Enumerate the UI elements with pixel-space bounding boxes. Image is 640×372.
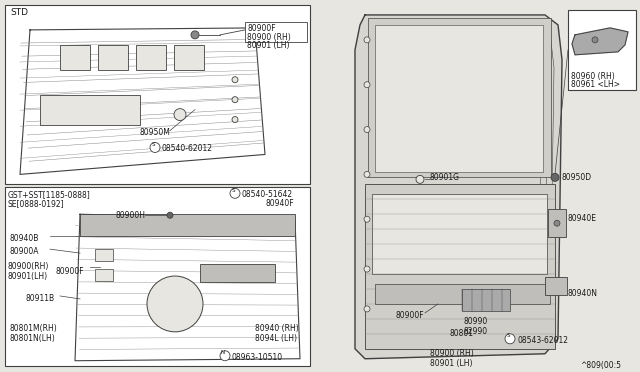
Polygon shape — [355, 15, 562, 359]
Bar — [368, 18, 551, 177]
Bar — [200, 264, 275, 282]
Text: 80961 <LH>: 80961 <LH> — [571, 80, 620, 89]
Text: 08540-62012: 08540-62012 — [162, 144, 213, 154]
Circle shape — [191, 31, 199, 39]
Text: 80900H: 80900H — [115, 211, 145, 220]
Circle shape — [232, 116, 238, 122]
Bar — [80, 214, 295, 236]
Text: 80801: 80801 — [450, 329, 474, 338]
Text: 80950D: 80950D — [561, 173, 591, 182]
Text: 80901(LH): 80901(LH) — [8, 272, 48, 281]
Circle shape — [167, 212, 173, 218]
Text: S: S — [151, 142, 155, 147]
Bar — [98, 45, 128, 70]
Text: 80901 (LH): 80901 (LH) — [430, 359, 472, 368]
Text: 80960 (RH): 80960 (RH) — [571, 72, 615, 81]
Circle shape — [364, 126, 370, 132]
Bar — [174, 45, 204, 70]
Circle shape — [551, 173, 559, 182]
Text: 80900F: 80900F — [247, 24, 276, 33]
Circle shape — [364, 216, 370, 222]
Circle shape — [554, 220, 560, 226]
Text: 80901G: 80901G — [430, 173, 460, 182]
Text: 80900 (RH): 80900 (RH) — [247, 33, 291, 42]
Bar — [568, 10, 636, 90]
Circle shape — [364, 266, 370, 272]
Text: 80911B: 80911B — [25, 294, 54, 303]
Bar — [5, 187, 310, 366]
Circle shape — [232, 97, 238, 103]
Text: 80801N(LH): 80801N(LH) — [10, 334, 56, 343]
Text: SE[0888-0192]: SE[0888-0192] — [8, 199, 65, 208]
Text: 80900F: 80900F — [55, 267, 84, 276]
Text: 80950M: 80950M — [140, 128, 171, 137]
Text: N: N — [221, 350, 225, 355]
Circle shape — [364, 306, 370, 312]
Text: S: S — [231, 188, 235, 193]
Text: 80900F: 80900F — [395, 311, 424, 320]
Text: 80990: 80990 — [464, 317, 488, 326]
Text: 80940B: 80940B — [10, 234, 40, 243]
Text: 8094L (LH): 8094L (LH) — [255, 334, 297, 343]
Bar — [95, 269, 113, 281]
Bar — [548, 209, 566, 237]
Circle shape — [416, 175, 424, 183]
Text: 80900(RH): 80900(RH) — [8, 262, 49, 271]
Bar — [60, 45, 90, 70]
Polygon shape — [572, 28, 628, 55]
Bar — [136, 45, 166, 70]
Circle shape — [232, 77, 238, 83]
Circle shape — [505, 334, 515, 344]
Text: 08540-51642: 08540-51642 — [242, 190, 293, 199]
Text: 08963-10510: 08963-10510 — [232, 353, 283, 362]
Text: 80940 (RH): 80940 (RH) — [255, 324, 299, 333]
Circle shape — [147, 276, 203, 332]
Circle shape — [364, 37, 370, 43]
Text: 80900 (RH): 80900 (RH) — [430, 349, 474, 358]
Text: ^809(00:5: ^809(00:5 — [580, 361, 621, 370]
Circle shape — [364, 171, 370, 177]
Circle shape — [220, 351, 230, 361]
Bar — [545, 277, 567, 295]
Bar — [375, 25, 543, 172]
Text: 80940F: 80940F — [265, 199, 294, 208]
Bar — [365, 185, 555, 349]
Bar — [372, 194, 547, 274]
Text: 80900A: 80900A — [10, 247, 40, 256]
Text: STD: STD — [10, 8, 28, 17]
Bar — [95, 249, 113, 261]
Bar — [40, 94, 140, 125]
Bar — [245, 22, 307, 42]
Circle shape — [174, 109, 186, 121]
Text: 80940E: 80940E — [568, 214, 597, 223]
Text: 80801M(RH): 80801M(RH) — [10, 324, 58, 333]
Bar — [462, 289, 510, 311]
Bar — [375, 284, 550, 304]
Polygon shape — [20, 28, 265, 174]
Text: 08543-62012: 08543-62012 — [517, 336, 568, 345]
Circle shape — [150, 142, 160, 153]
Circle shape — [364, 82, 370, 88]
Circle shape — [230, 188, 240, 198]
Polygon shape — [75, 214, 300, 361]
Text: 80940N: 80940N — [568, 289, 598, 298]
Text: S: S — [506, 333, 509, 338]
Text: GST+SST[1185-0888]: GST+SST[1185-0888] — [8, 190, 91, 199]
Circle shape — [592, 37, 598, 43]
Bar — [5, 5, 310, 185]
Text: 80901 (LH): 80901 (LH) — [247, 41, 289, 50]
Text: 82990: 82990 — [464, 327, 488, 336]
